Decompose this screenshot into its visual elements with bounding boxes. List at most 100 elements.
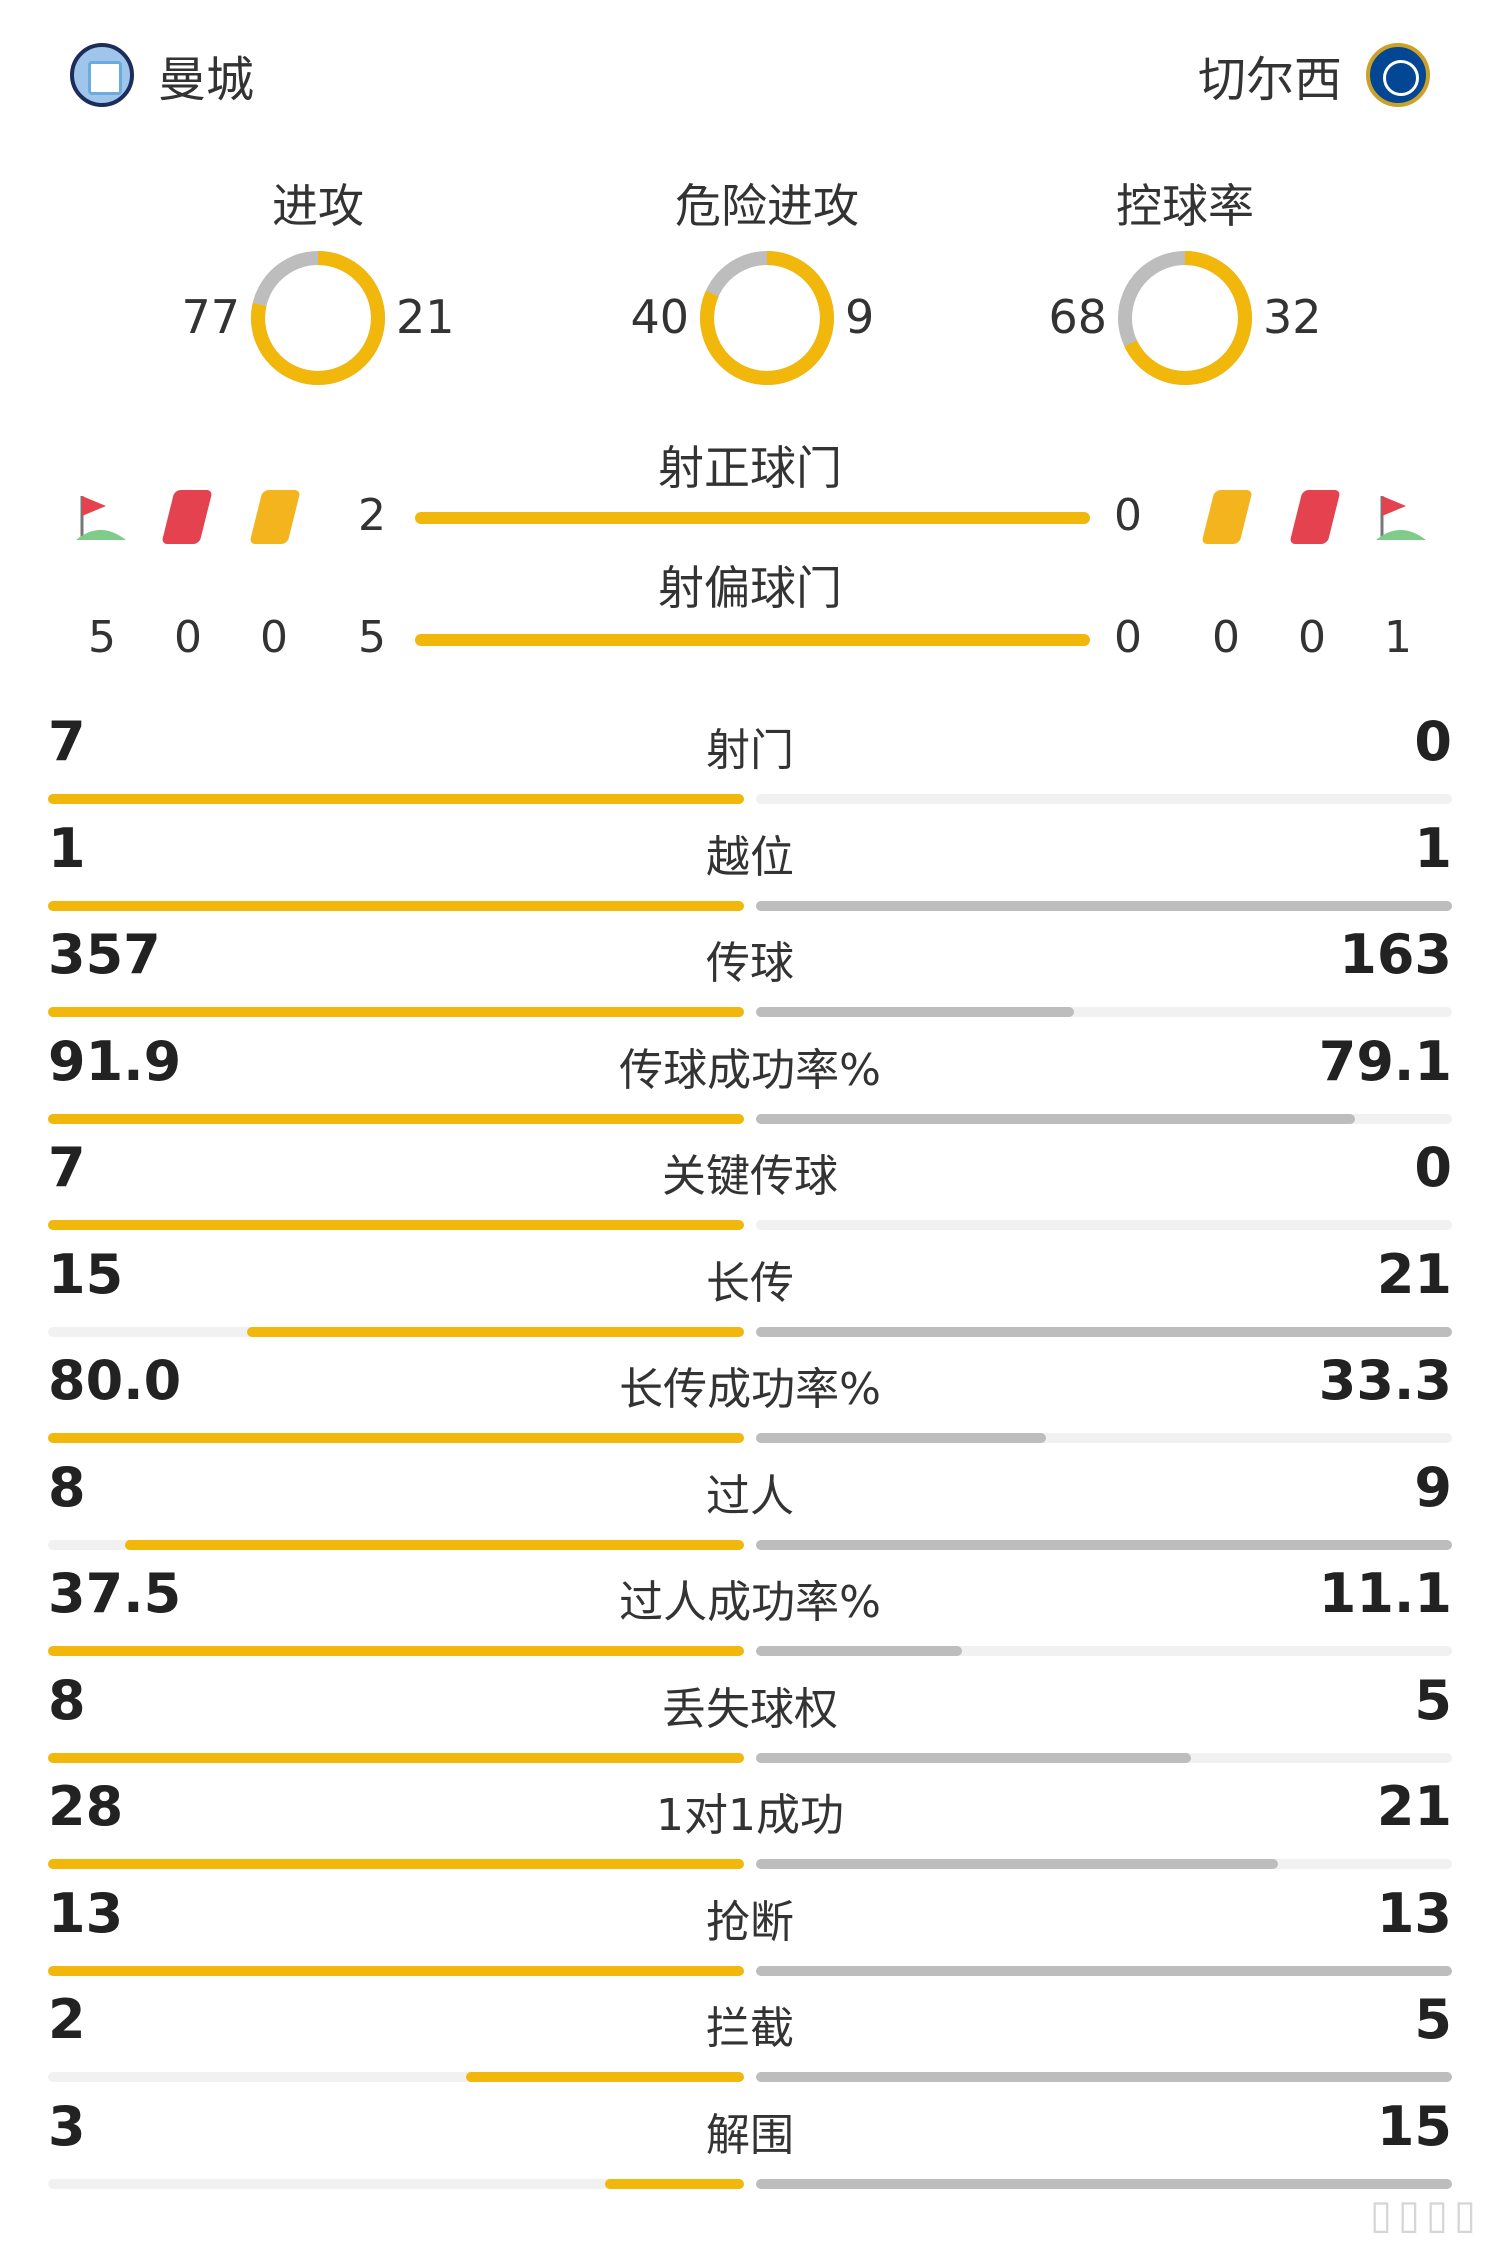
stat-away-value: 79.1	[1318, 1029, 1452, 1093]
stat-label: 长传成功率%	[619, 1364, 881, 1415]
shots-on-title: 射正球门	[658, 441, 842, 495]
stat-home-bar	[48, 900, 744, 911]
stat-away-track	[756, 1752, 1452, 1763]
stat-away-track	[756, 1007, 1452, 1017]
stat-home-bar	[48, 1007, 744, 1017]
donut-title: 控球率	[1116, 179, 1254, 233]
stat-home-value: 80.0	[48, 1349, 182, 1412]
stat-home-bar	[48, 794, 744, 804]
donut-ring	[700, 251, 834, 385]
yellow-card-icon	[249, 490, 301, 544]
stat-away-track	[756, 1539, 1452, 1550]
donut-home-value: 77	[181, 290, 240, 344]
away-team-name: 切尔西	[1197, 52, 1342, 108]
stat-label: 关键传球	[662, 1151, 838, 1202]
stat-home-bar	[125, 1539, 744, 1550]
stat-label: 射门	[706, 725, 794, 776]
stat-home-track	[48, 1326, 744, 1337]
stat-home-track	[48, 1646, 744, 1656]
stat-row: 13 抢断 13	[48, 1882, 1452, 1988]
stat-away-value: 0	[1414, 710, 1452, 773]
donut-dangerous-attacks: 危险进攻 40 9	[587, 170, 947, 410]
stat-away-value: 21	[1376, 1242, 1452, 1306]
stat-row: 7 关键传球 0	[48, 1136, 1452, 1242]
stat-away-bar	[756, 1113, 1356, 1124]
corner-flag-icon	[76, 496, 126, 540]
stat-away-bar	[756, 2178, 1452, 2189]
chelsea-crest-icon	[1366, 43, 1430, 107]
stat-row: 91.9 传球成功率% 79.1	[48, 1030, 1452, 1136]
corner-flag-icon	[1376, 496, 1426, 540]
stat-row: 8 过人 9	[48, 1456, 1452, 1562]
stat-home-track	[48, 794, 744, 804]
stat-away-value: 21	[1376, 1775, 1452, 1838]
man-city-crest-icon	[70, 43, 134, 107]
stat-row: 8 丢失球权 5	[48, 1669, 1452, 1775]
stat-label: 过人	[706, 1470, 794, 1522]
donut-attacks: 进攻 77 21	[138, 170, 498, 410]
stat-home-track	[48, 1433, 744, 1443]
stat-home-bar	[48, 1220, 744, 1230]
shots-on-home: 2	[358, 490, 386, 541]
stat-away-bar	[756, 900, 1452, 911]
stat-home-bar	[48, 1646, 744, 1656]
stat-home-track	[48, 1539, 744, 1550]
stat-home-value: 13	[48, 1881, 124, 1945]
stat-label: 解围	[706, 2109, 794, 2161]
stat-row: 15 长传 21	[48, 1243, 1452, 1349]
stat-away-track	[756, 1220, 1452, 1230]
stat-away-value: 163	[1339, 923, 1452, 986]
stat-row: 2 拦截 5	[48, 1988, 1452, 2094]
red-card-icon	[1289, 490, 1341, 544]
stat-away-value: 11.1	[1318, 1562, 1452, 1625]
donut-ring	[1118, 251, 1252, 385]
shots-off-bar	[415, 634, 1090, 646]
stat-away-value: 1	[1414, 816, 1452, 880]
away-team[interactable]: 切尔西	[1198, 40, 1430, 110]
stat-away-track	[756, 900, 1452, 911]
stat-away-value: 5	[1414, 1668, 1452, 1732]
stat-label: 传球成功率%	[619, 1044, 881, 1096]
donut-home-value: 68	[1048, 290, 1107, 344]
stat-home-value: 91.9	[48, 1029, 182, 1093]
stat-home-track	[48, 1113, 744, 1124]
stat-away-track	[756, 794, 1452, 804]
stat-home-track	[48, 1752, 744, 1763]
stat-away-track	[756, 1326, 1452, 1337]
shots-off-home: 5	[358, 612, 386, 663]
stat-home-bar	[48, 1965, 744, 1976]
stat-home-track	[48, 1965, 744, 1976]
stat-home-track	[48, 1859, 744, 1869]
stat-away-track	[756, 1965, 1452, 1976]
stat-home-value: 28	[48, 1775, 124, 1838]
donut-home-value: 40	[630, 290, 689, 344]
donut-away-value: 32	[1263, 290, 1322, 344]
home-team-name: 曼城	[158, 52, 255, 108]
stat-row: 80.0 长传成功率% 33.3	[48, 1349, 1452, 1455]
more-dots-icon: ▯▯▯▯	[1369, 2192, 1482, 2238]
stat-away-bar	[756, 1007, 1074, 1017]
home-red-cards: 0	[174, 612, 202, 663]
stat-label: 1对1成功	[656, 1790, 844, 1841]
stat-home-bar	[48, 1752, 744, 1763]
stat-home-value: 2	[48, 1988, 86, 2051]
yellow-card-icon	[1201, 490, 1253, 544]
stat-away-bar	[756, 1752, 1191, 1763]
stat-home-bar	[48, 1859, 744, 1869]
stat-away-bar	[756, 1965, 1452, 1976]
stat-home-track	[48, 1220, 744, 1230]
stat-home-bar	[604, 2178, 744, 2189]
stat-label: 拦截	[706, 2003, 794, 2054]
stat-row: 3 解围 15	[48, 2095, 1452, 2201]
shots-off-away: 0	[1114, 612, 1142, 663]
stat-label: 传球	[706, 938, 794, 989]
home-team[interactable]: 曼城	[70, 40, 254, 110]
stat-away-track	[756, 1859, 1452, 1869]
stat-away-value: 9	[1414, 1455, 1452, 1519]
stat-away-bar	[756, 1539, 1452, 1550]
away-corners: 1	[1384, 612, 1412, 663]
donut-away-value: 9	[845, 290, 875, 344]
stat-home-value: 8	[48, 1668, 86, 1732]
stat-home-value: 357	[48, 923, 161, 986]
stat-label: 过人成功率%	[619, 1577, 881, 1628]
